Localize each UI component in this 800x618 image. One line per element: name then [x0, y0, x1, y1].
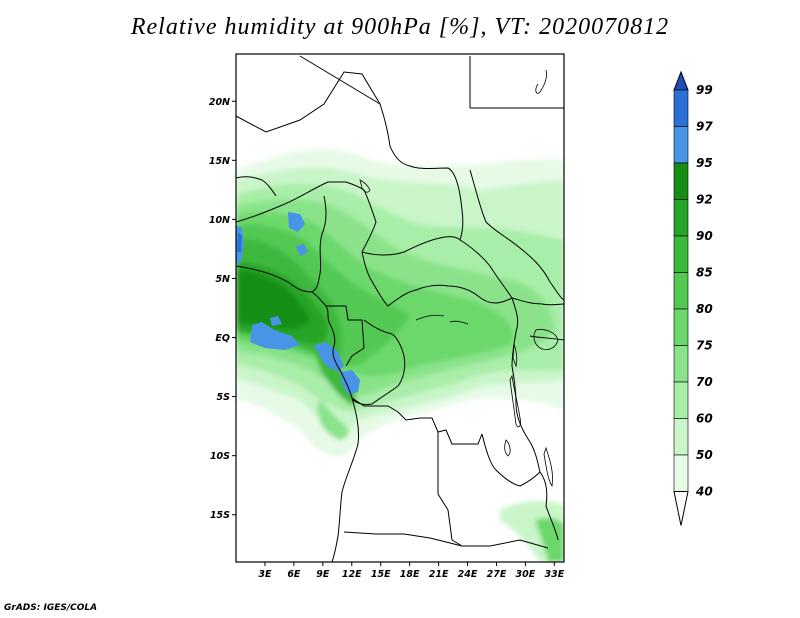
- lake-victoria: [533, 329, 559, 350]
- colorbar-segment: [673, 235, 689, 273]
- lon-tick-label: 3E: [258, 569, 272, 580]
- colorbar-label: 95: [696, 156, 713, 170]
- humidity-field: [236, 149, 564, 562]
- colorbar-label: 92: [696, 193, 713, 207]
- congo-river-1: [415, 314, 445, 321]
- lat-tick-label: 10N: [209, 215, 230, 226]
- west-africa-coastline: [236, 265, 353, 399]
- niger-nigeria-border: [236, 181, 365, 223]
- country-borders: [236, 55, 564, 562]
- map-frame: [235, 53, 565, 563]
- chad-car-border: [361, 236, 461, 256]
- colorbar-segment: [673, 454, 689, 492]
- car-sudan-border: [459, 239, 513, 299]
- colorbar-label: 60: [696, 412, 713, 426]
- lon-tick-label: 33E: [544, 569, 564, 580]
- rh-97-patch-5: [296, 244, 308, 256]
- namibia-botswana: [462, 539, 549, 549]
- nigeria-cameroon-border: [311, 195, 327, 293]
- lon-tick-label: 15E: [371, 569, 391, 580]
- lon-tick-label: 9E: [316, 569, 330, 580]
- drc-zambia-border: [481, 433, 541, 487]
- algeria-niger-border: [236, 71, 381, 133]
- lake-albert: [512, 343, 518, 368]
- rh-95-region: [236, 270, 310, 329]
- colorbar-top-arrow: [673, 70, 689, 91]
- drc-angola-border: [351, 397, 483, 445]
- rh-97-patch-1: [288, 212, 305, 232]
- lake-chad: [359, 179, 371, 193]
- colorbar-segment: [673, 272, 689, 310]
- grads-credit: GrADS: IGES/COLA: [4, 603, 98, 613]
- congo-drc-border: [351, 319, 406, 405]
- lakes: [359, 69, 559, 488]
- rh-97-patch-4: [340, 370, 360, 394]
- south-sudan-border: [469, 169, 564, 301]
- colorbar-segment: [673, 199, 689, 237]
- lat-tick-label: 5N: [215, 274, 230, 285]
- lon-tick-label: 18E: [400, 569, 420, 580]
- congo-river-2: [449, 320, 469, 325]
- colorbar-segment: [673, 381, 689, 419]
- lon-tick-label: 21E: [429, 569, 449, 580]
- colorbar-label: 80: [696, 302, 713, 316]
- lon-tick-label: 24E: [458, 569, 478, 580]
- libya-chad-border: [299, 55, 381, 105]
- colorbar-label: 50: [696, 448, 713, 462]
- lat-tick-label: 15N: [209, 156, 230, 167]
- lat-tick-label: 15S: [210, 510, 230, 521]
- chad-sudan-border: [379, 103, 464, 241]
- lon-tick-label: 30E: [516, 569, 536, 580]
- lat-tick-label: 5S: [217, 392, 231, 403]
- chart-title: Relative humidity at 900hPa [%], VT: 202…: [130, 14, 670, 40]
- congo-gabon-border: [326, 305, 365, 367]
- tanzania-border: [529, 335, 564, 341]
- car-south-border: [361, 251, 513, 307]
- niger-mali-border: [236, 176, 277, 197]
- colorbar-label: 97: [696, 120, 713, 134]
- rh-southwest-green: [317, 400, 350, 440]
- lat-tick-label: EQ: [215, 333, 230, 344]
- angola-namibia-border: [343, 531, 463, 547]
- colorbar-segment: [673, 345, 689, 383]
- rh-southeast-green-2: [535, 517, 564, 562]
- colorbar-label: 90: [696, 229, 713, 243]
- nile-river: [535, 69, 547, 94]
- latitude-axis: 20N 15N 10N 5N EQ 5S 10S 15S: [209, 97, 236, 521]
- chad-west-border: [361, 189, 377, 253]
- lake-mweru: [504, 439, 511, 457]
- colorbar-segment: [673, 126, 689, 164]
- angola-zambia-border: [437, 432, 463, 547]
- colorbar-label: 70: [696, 375, 713, 389]
- angola-coastline: [331, 397, 359, 562]
- lon-tick-label: 27E: [487, 569, 507, 580]
- colorbar-label: 99: [696, 83, 713, 97]
- zambia-malawi-border: [539, 471, 559, 541]
- colorbar: 99 97 95 92 90 85 80 75 70 60 50 40: [673, 70, 713, 526]
- uganda-kenya-border: [511, 297, 564, 306]
- lon-tick-label: 6E: [287, 569, 301, 580]
- rh-97-patch-6: [270, 316, 282, 326]
- lat-tick-label: 20N: [209, 97, 230, 108]
- colorbar-label: 75: [696, 339, 713, 353]
- drc-east-border: [511, 297, 541, 473]
- colorbar-segment: [673, 308, 689, 346]
- lake-tanganyika: [509, 374, 521, 428]
- rh-97-patch-2: [250, 322, 300, 350]
- colorbar-segment: [673, 418, 689, 456]
- colorbar-segment: [673, 162, 689, 200]
- colorbar-segment: [673, 89, 689, 127]
- rh-99-patch-1: [237, 232, 242, 252]
- colorbar-bottom-arrow: [673, 491, 689, 526]
- lake-malawi: [543, 446, 553, 488]
- lon-tick-label: 12E: [342, 569, 362, 580]
- lat-tick-label: 10S: [210, 451, 230, 462]
- colorbar-label: 85: [696, 266, 713, 280]
- longitude-axis: 3E 6E 9E 12E 15E 18E 21E 24E 27E 30E 33E: [258, 562, 565, 580]
- colorbar-label: 40: [695, 485, 713, 499]
